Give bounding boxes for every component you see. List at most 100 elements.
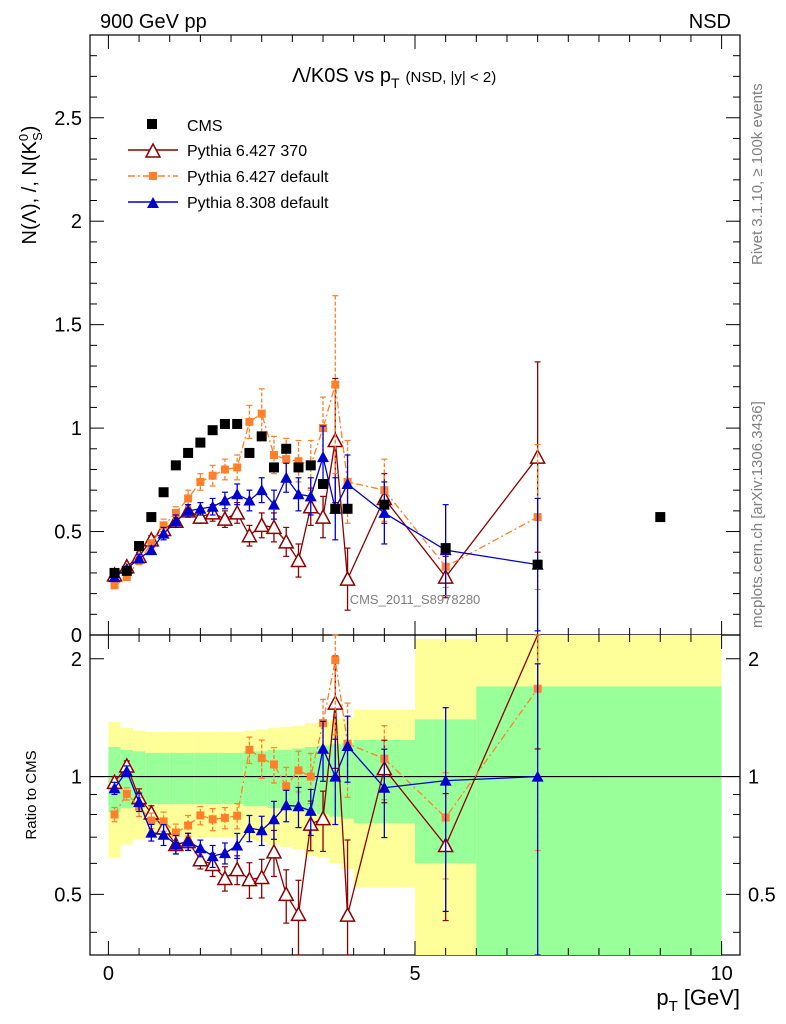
point-main-p6-default xyxy=(257,409,266,418)
ratio-band-inner xyxy=(132,751,146,807)
point-ratio-p6-default xyxy=(159,817,168,826)
point-main-p6-370 xyxy=(216,510,234,526)
point-ratio-p8-default xyxy=(304,804,317,816)
point-main-p6-370 xyxy=(314,508,332,524)
point-main-p8-default xyxy=(255,484,268,496)
point-ratio-p8-default xyxy=(194,842,207,854)
point-ratio-p6-default xyxy=(282,782,291,791)
point-main-p6-default xyxy=(245,417,254,426)
point-main-p6-370 xyxy=(277,533,295,549)
point-ratio-p6-370 xyxy=(265,843,283,859)
point-ratio-p8-default xyxy=(317,742,330,754)
point-main-p8-default xyxy=(218,494,231,506)
ratio-band-inner xyxy=(194,752,207,805)
cms-data-point xyxy=(305,460,316,471)
legend-marker-cms xyxy=(147,119,157,129)
point-ratio-p8-default xyxy=(531,770,544,782)
legend-marker-p6-370 xyxy=(144,142,162,158)
point-ratio-p6-default xyxy=(331,656,340,665)
cms-data-point xyxy=(379,499,390,510)
ratio-band-inner xyxy=(206,752,219,805)
point-ratio-p6-370 xyxy=(241,871,258,887)
point-ratio-p8-default xyxy=(108,782,121,794)
cms-data-point xyxy=(256,431,267,442)
point-main-p6-370 xyxy=(241,527,258,543)
point-main-p6-370 xyxy=(290,551,307,568)
point-main-p6-370 xyxy=(253,516,270,533)
point-ratio-p6-370 xyxy=(339,906,356,922)
point-main-p6-default xyxy=(208,471,217,480)
cms-data-point xyxy=(440,543,451,554)
cms-data-point xyxy=(532,559,543,570)
point-main-p6-default xyxy=(220,465,229,474)
main-y-axis-label-sub: S xyxy=(30,132,45,141)
point-ratio-p6-default xyxy=(208,815,217,824)
cms-data-point xyxy=(121,565,132,576)
point-ratio-p6-370 xyxy=(192,851,209,867)
point-main-p6-370 xyxy=(192,508,209,524)
point-ratio-p8-default xyxy=(329,770,342,782)
mcplots-info-label: mcplots.cern.ch [arXiv:1306.3436] xyxy=(749,401,766,628)
main-y-tick-label: 1.5 xyxy=(54,315,82,337)
point-ratio-p6-default xyxy=(269,760,278,769)
ratio-band-inner xyxy=(243,751,256,807)
point-ratio-p8-default xyxy=(255,824,268,836)
main-y-tick-label: 0.5 xyxy=(54,522,82,544)
point-ratio-p6-370 xyxy=(277,885,295,902)
main-y-tick-label: 2.5 xyxy=(54,108,82,130)
point-main-p8-default xyxy=(317,451,330,463)
point-ratio-p8-default xyxy=(292,800,305,812)
point-ratio-p6-default xyxy=(245,745,254,754)
ratio-y-tick-label-right: 0.5 xyxy=(748,884,776,906)
cms-data-point xyxy=(655,512,666,523)
x-axis-label-sub: T xyxy=(669,998,678,1015)
ratio-band-inner xyxy=(218,752,232,805)
point-main-p6-default xyxy=(159,521,168,530)
ratio-y-tick-label: 2 xyxy=(71,649,82,671)
point-main-p8-default xyxy=(304,490,317,502)
legend-label-p6-default: Pythia 6.427 default xyxy=(187,169,329,186)
point-main-p8-default xyxy=(231,488,244,500)
point-main-p6-default xyxy=(331,380,340,389)
cms-data-point xyxy=(318,478,329,489)
point-ratio-p8-default xyxy=(206,850,219,862)
point-ratio-p8-default xyxy=(243,822,256,834)
legend-marker-p6-default xyxy=(149,172,157,180)
point-main-p8-default xyxy=(378,506,391,518)
ratio-band-inner xyxy=(157,752,170,805)
series-line-main-p6-default xyxy=(114,384,538,586)
point-ratio-p8-default xyxy=(133,796,146,808)
point-ratio-p8-default xyxy=(218,847,231,859)
cms-data-point xyxy=(330,503,341,514)
point-main-p6-370 xyxy=(265,518,283,535)
main-y-tick-label: 1 xyxy=(71,418,82,440)
point-main-p8-default xyxy=(206,500,219,512)
point-ratio-p6-370 xyxy=(228,861,246,877)
point-main-p8-default xyxy=(182,504,195,516)
cms-data-point xyxy=(342,503,353,514)
x-tick-label: 5 xyxy=(409,963,420,985)
point-main-p6-default xyxy=(110,581,119,590)
point-ratio-p6-default xyxy=(233,811,242,820)
point-main-p8-default xyxy=(280,471,293,483)
point-ratio-p8-default xyxy=(341,740,354,752)
cms-data-point xyxy=(207,425,218,436)
point-main-p8-default xyxy=(267,498,280,510)
legend-marker-p8-default xyxy=(147,197,159,208)
main-y-axis-label-sup: 0 xyxy=(16,134,31,141)
x-axis-label: pT [GeV] xyxy=(656,985,740,1015)
x-axis-label-main: p xyxy=(656,985,668,1010)
plot-title-selection: (NSD, |y| < 2) xyxy=(406,69,497,86)
point-ratio-p6-default xyxy=(294,766,303,775)
point-main-p8-default xyxy=(133,552,146,564)
x-tick-label: 10 xyxy=(710,963,732,985)
ratio-band-inner xyxy=(598,686,722,955)
cms-data-point xyxy=(281,443,292,454)
main-y-tick-label: 0 xyxy=(71,625,82,647)
legend-label-p8-default: Pythia 8.308 default xyxy=(187,195,329,212)
cms-data-point xyxy=(146,512,157,523)
point-main-p6-default xyxy=(171,508,180,517)
analysis-watermark: CMS_2011_S8978280 xyxy=(350,592,481,607)
main-y-tick-label: 2 xyxy=(71,211,82,233)
point-ratio-p6-default xyxy=(306,772,315,781)
